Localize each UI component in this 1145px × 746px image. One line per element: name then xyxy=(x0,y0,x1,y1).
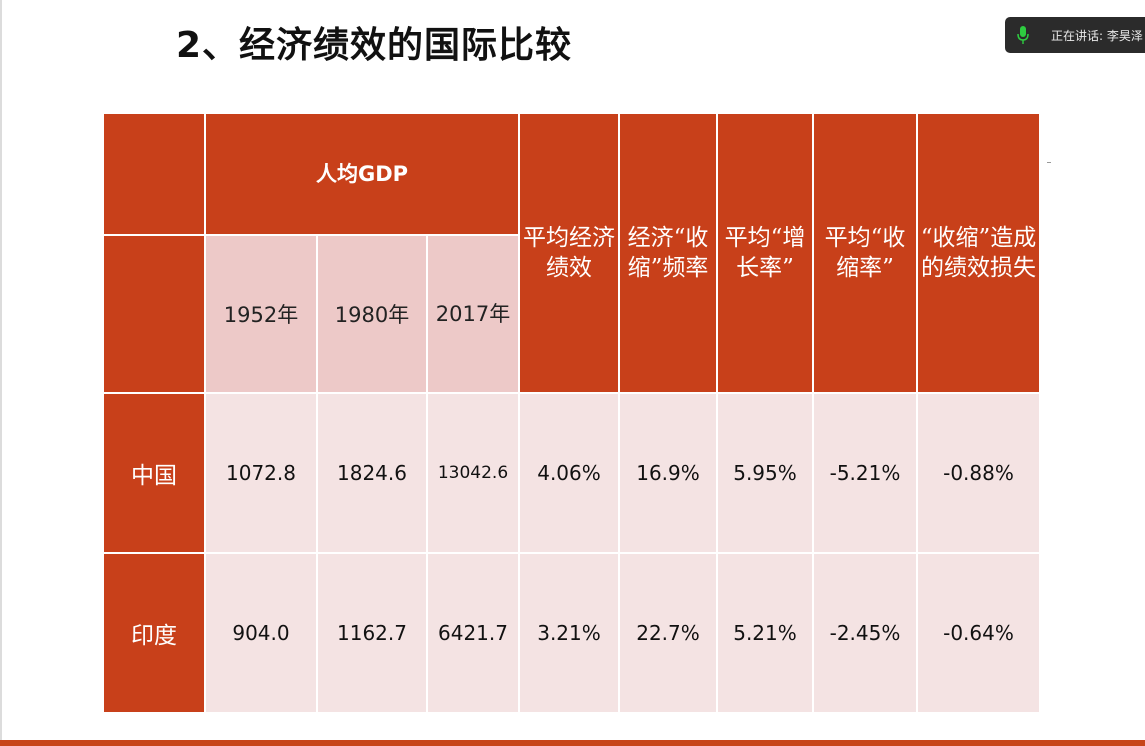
row-label-china: 中国 xyxy=(104,394,204,552)
table-cell: -0.64% xyxy=(918,554,1039,712)
metric-header-avg-contraction-rate: 平均“收缩率” xyxy=(814,114,916,392)
table-row: 中国 1072.8 1824.6 13042.6 4.06% 16.9% 5.9… xyxy=(104,394,1039,552)
table-cell: 5.95% xyxy=(718,394,812,552)
table-cell: 5.21% xyxy=(718,554,812,712)
slide-left-edge xyxy=(0,0,2,746)
metric-header-avg-performance: 平均经济绩效 xyxy=(520,114,618,392)
slide-edge-mark xyxy=(1047,162,1051,163)
speaker-text: 正在讲话: 李昊泽 xyxy=(1051,28,1143,43)
table-cell: 1072.8 xyxy=(206,394,316,552)
table-cell: 904.0 xyxy=(206,554,316,712)
gdp-header: 人均GDP xyxy=(206,114,518,234)
year-header-1952: 1952年 xyxy=(206,236,316,392)
table-cell: 4.06% xyxy=(520,394,618,552)
table-cell: 22.7% xyxy=(620,554,716,712)
table-cell: -2.45% xyxy=(814,554,916,712)
table-cell: 6421.7 xyxy=(428,554,518,712)
speaker-indicator: 正在讲话: 李昊泽 xyxy=(1005,17,1145,53)
year-header-1980: 1980年 xyxy=(318,236,426,392)
table-row: 印度 904.0 1162.7 6421.7 3.21% 22.7% 5.21%… xyxy=(104,554,1039,712)
table-cell: -5.21% xyxy=(814,394,916,552)
table-cell: -0.88% xyxy=(918,394,1039,552)
table-cell: 3.21% xyxy=(520,554,618,712)
table-cell: 13042.6 xyxy=(428,394,518,552)
year-header-2017: 2017年 xyxy=(428,236,518,392)
row-header-blank xyxy=(104,236,204,392)
corner-cell xyxy=(104,114,204,234)
table-cell: 1162.7 xyxy=(318,554,426,712)
table-cell: 16.9% xyxy=(620,394,716,552)
microphone-icon xyxy=(1017,26,1029,44)
slide-bottom-bar xyxy=(0,740,1145,746)
row-label-india: 印度 xyxy=(104,554,204,712)
metric-header-contraction-frequency: 经济“收缩”频率 xyxy=(620,114,716,392)
slide-title: 2、经济绩效的国际比较 xyxy=(176,25,573,66)
metric-header-performance-loss: “收缩”造成的绩效损失 xyxy=(918,114,1039,392)
gdp-comparison-table: 人均GDP 平均经济绩效 经济“收缩”频率 平均“增长率” 平均“收缩率” “收… xyxy=(102,112,1041,714)
table-cell: 1824.6 xyxy=(318,394,426,552)
metric-header-avg-growth-rate: 平均“增长率” xyxy=(718,114,812,392)
